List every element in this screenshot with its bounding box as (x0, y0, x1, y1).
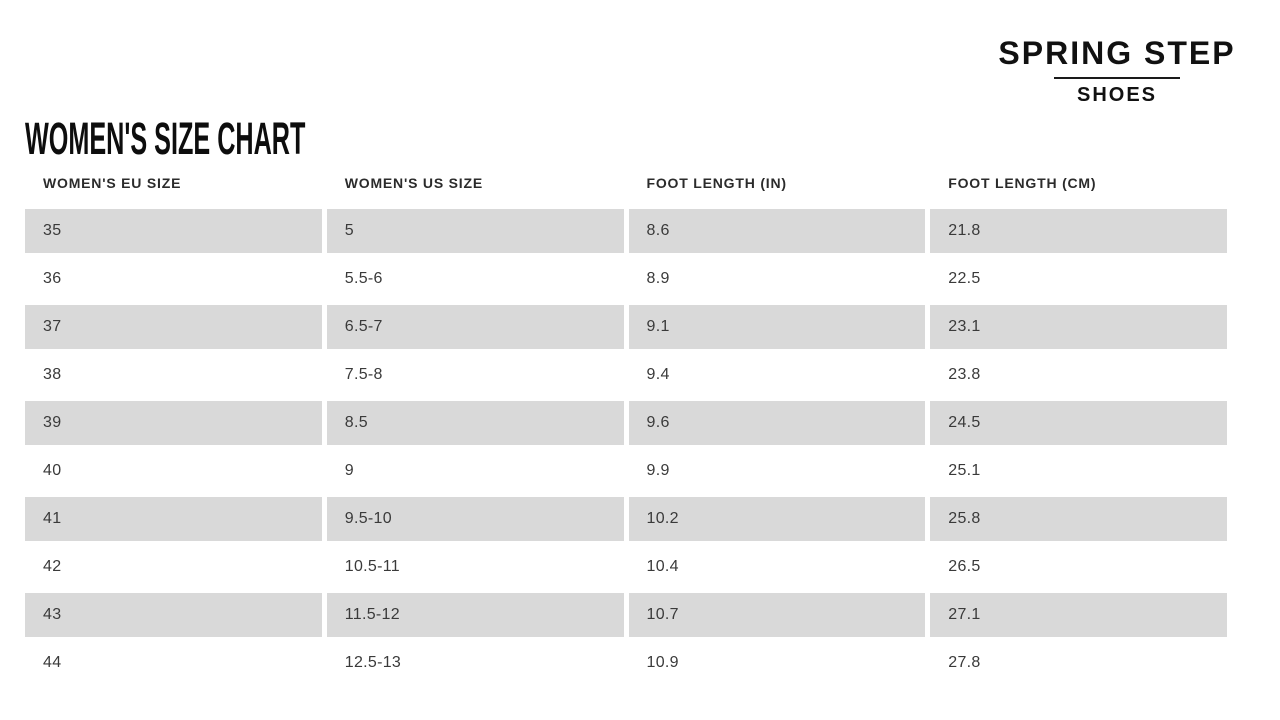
table-cell: 10.2 (628, 497, 926, 541)
table-cell: 24.5 (930, 401, 1227, 445)
table-cell: 8.9 (646, 270, 670, 287)
table-cell: 23.8 (948, 366, 981, 383)
table-cell: 6.5-7 (326, 305, 624, 349)
table-cell: 9.4 (646, 366, 670, 383)
brand-logo: SPRING STEP SHOES (992, 36, 1242, 105)
table-cell: 9 (344, 462, 354, 479)
table-cell: 5.5-6 (344, 270, 383, 287)
table-row: 44 12.5-13 10.9 27.8 (25, 641, 1227, 685)
table-cell: 5 (326, 209, 624, 253)
table-cell: 10.4 (646, 558, 679, 575)
table-cell: 7.5-8 (344, 366, 383, 383)
table-cell: 9.1 (628, 305, 926, 349)
table-cell: 23.1 (930, 305, 1227, 349)
table-cell: 9.5-10 (326, 497, 624, 541)
table-cell: 40 (43, 462, 62, 479)
table-cell: 9.9 (646, 462, 670, 479)
column-header-eu-size: WOMEN'S EU SIZE (43, 175, 182, 191)
table-cell: 41 (25, 497, 322, 541)
size-chart-table: WOMEN'S EU SIZE WOMEN'S US SIZE FOOT LEN… (25, 170, 1227, 689)
page-title: WOMEN'S SIZE CHART (25, 113, 306, 165)
table-cell: 26.5 (948, 558, 981, 575)
table-row: 37 6.5-7 9.1 23.1 (25, 305, 1227, 349)
brand-name: SPRING STEP (998, 35, 1236, 71)
table-cell: 27.8 (948, 654, 981, 671)
table-cell: 38 (43, 366, 62, 383)
column-header-us-size: WOMEN'S US SIZE (344, 175, 483, 191)
table-row: 39 8.5 9.6 24.5 (25, 401, 1227, 445)
table-cell: 10.5-11 (344, 558, 400, 575)
table-cell: 43 (25, 593, 322, 637)
column-header-foot-length-cm: FOOT LENGTH (CM) (948, 175, 1097, 191)
table-cell: 39 (25, 401, 322, 445)
table-cell: 10.7 (628, 593, 926, 637)
table-cell: 42 (43, 558, 62, 575)
table-cell: 25.1 (948, 462, 981, 479)
table-cell: 12.5-13 (344, 654, 402, 671)
table-cell: 8.6 (628, 209, 926, 253)
table-row: 43 11.5-12 10.7 27.1 (25, 593, 1227, 637)
table-cell: 8.5 (326, 401, 624, 445)
table-cell: 27.1 (930, 593, 1227, 637)
table-row: 40 9 9.9 25.1 (25, 449, 1227, 493)
table-row: 38 7.5-8 9.4 23.8 (25, 353, 1227, 397)
table-cell: 44 (43, 654, 62, 671)
table-body: 35 5 8.6 21.8 36 5.5-6 8.9 22.5 37 6.5-7 9.1 23.1 38… (25, 209, 1227, 685)
table-cell: 22.5 (948, 270, 981, 287)
table-cell: 35 (25, 209, 322, 253)
table-row: 41 9.5-10 10.2 25.8 (25, 497, 1227, 541)
table-cell: 21.8 (930, 209, 1227, 253)
table-cell: 25.8 (930, 497, 1227, 541)
column-header-foot-length-in: FOOT LENGTH (IN) (646, 175, 787, 191)
brand-divider (1054, 77, 1180, 79)
table-row: 35 5 8.6 21.8 (25, 209, 1227, 253)
table-cell: 9.6 (628, 401, 926, 445)
brand-subtitle: SHOES (1076, 84, 1158, 106)
table-row: 42 10.5-11 10.4 26.5 (25, 545, 1227, 589)
table-cell: 10.9 (646, 654, 679, 671)
table-cell: 11.5-12 (326, 593, 624, 637)
table-header-row: WOMEN'S EU SIZE WOMEN'S US SIZE FOOT LEN… (25, 170, 1227, 196)
table-row: 36 5.5-6 8.9 22.5 (25, 257, 1227, 301)
table-cell: 36 (43, 270, 62, 287)
table-cell: 37 (25, 305, 322, 349)
